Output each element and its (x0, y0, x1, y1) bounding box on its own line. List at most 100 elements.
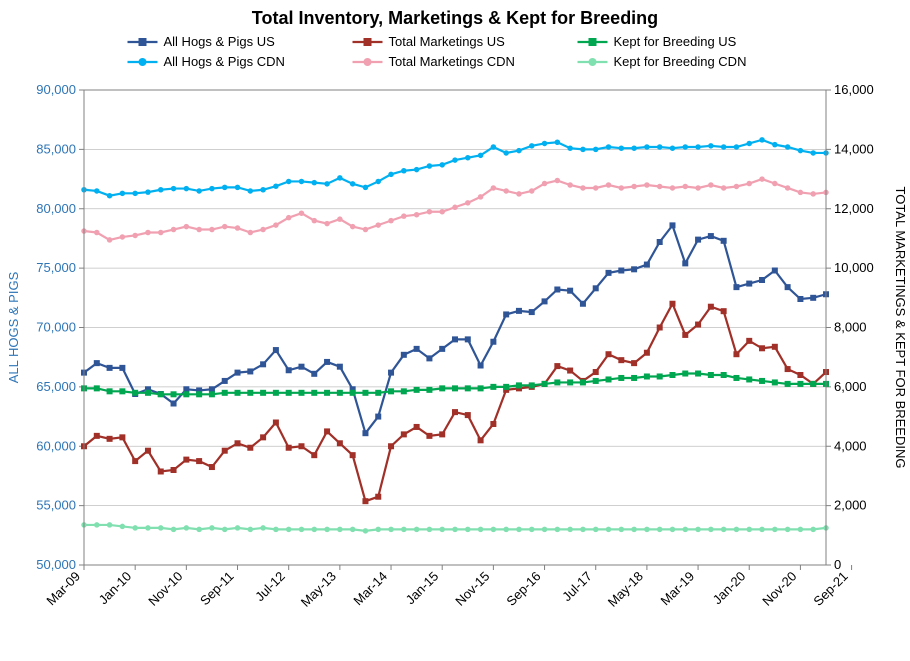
series-marker (606, 527, 612, 533)
series-marker (427, 527, 433, 533)
series-marker (222, 390, 228, 396)
series-marker (120, 524, 126, 530)
series-marker (273, 347, 279, 353)
series-marker (414, 212, 420, 218)
series-marker (260, 187, 266, 193)
series-marker (478, 527, 484, 533)
series-marker (107, 522, 113, 528)
series-marker (196, 227, 202, 233)
series-marker (184, 186, 190, 192)
series-marker (682, 332, 688, 338)
series-marker (158, 230, 164, 236)
series-marker (798, 190, 804, 196)
series-marker (580, 379, 586, 385)
series-marker (490, 384, 496, 390)
series-marker (426, 387, 432, 393)
series-marker (503, 188, 509, 194)
series-marker (94, 385, 100, 391)
series-marker (324, 221, 330, 227)
series-marker (682, 371, 688, 377)
series-marker (222, 185, 228, 191)
series-marker (312, 218, 318, 224)
series-marker (503, 311, 509, 317)
series-marker (555, 527, 561, 533)
series-marker (785, 381, 791, 387)
series-marker (94, 360, 100, 366)
series-marker (439, 385, 445, 391)
series-marker (363, 227, 369, 233)
series-marker (503, 527, 509, 533)
series-marker (388, 388, 394, 394)
series-marker (324, 181, 330, 187)
series-marker (337, 364, 343, 370)
series-marker (260, 434, 266, 440)
series-marker (401, 213, 407, 219)
series-marker (260, 361, 266, 367)
series-marker (695, 322, 701, 328)
series-marker (772, 527, 778, 533)
y-left-tick: 60,000 (36, 438, 76, 453)
series-marker (657, 527, 663, 533)
series-marker (734, 144, 740, 150)
series-marker (631, 145, 637, 151)
series-marker (772, 379, 778, 385)
series-marker (721, 238, 727, 244)
series-marker (554, 287, 560, 293)
series-marker (516, 308, 522, 314)
series-marker (746, 376, 752, 382)
series-marker (708, 372, 714, 378)
y-left-tick: 65,000 (36, 379, 76, 394)
series-marker (183, 457, 189, 463)
series-marker (260, 390, 266, 396)
series-marker (734, 527, 740, 533)
series-marker (107, 365, 113, 371)
series-marker (810, 191, 816, 197)
series-marker (132, 525, 138, 531)
series-marker (452, 385, 458, 391)
series-marker (350, 181, 356, 187)
series-marker (235, 440, 241, 446)
series-marker (708, 143, 714, 149)
series-marker (708, 233, 714, 239)
series-marker (375, 494, 381, 500)
series-marker (248, 188, 254, 194)
series-marker (235, 525, 241, 531)
y-right-tick: 2,000 (834, 498, 867, 513)
series-marker (669, 222, 675, 228)
series-marker (669, 372, 675, 378)
series-marker (529, 309, 535, 315)
series-marker (580, 147, 586, 153)
series-marker (721, 308, 727, 314)
svg-text:Total Marketings CDN: Total Marketings CDN (389, 54, 515, 69)
series-marker (606, 376, 612, 382)
series-marker (529, 382, 535, 388)
series-marker (222, 527, 228, 533)
series-marker (619, 527, 625, 533)
series-marker (567, 379, 573, 385)
series-marker (695, 527, 701, 533)
series-marker (644, 182, 650, 188)
series-marker (286, 215, 292, 221)
series-marker (631, 184, 637, 190)
series-marker (529, 188, 535, 194)
series-marker (644, 144, 650, 150)
series-marker (695, 237, 701, 243)
series-marker (401, 388, 407, 394)
series-marker (810, 527, 816, 533)
series-marker (132, 191, 138, 197)
series-marker (107, 193, 113, 199)
series-marker (542, 181, 548, 187)
series-marker (619, 145, 625, 151)
series-marker (733, 284, 739, 290)
series-marker (567, 288, 573, 294)
series-marker (222, 448, 228, 454)
series-marker (555, 178, 561, 184)
series-marker (145, 448, 151, 454)
series-marker (298, 364, 304, 370)
series-marker (733, 351, 739, 357)
series-marker (196, 458, 202, 464)
series-marker (465, 155, 471, 161)
series-marker (312, 180, 318, 186)
series-marker (171, 186, 177, 192)
series-marker (145, 230, 151, 236)
